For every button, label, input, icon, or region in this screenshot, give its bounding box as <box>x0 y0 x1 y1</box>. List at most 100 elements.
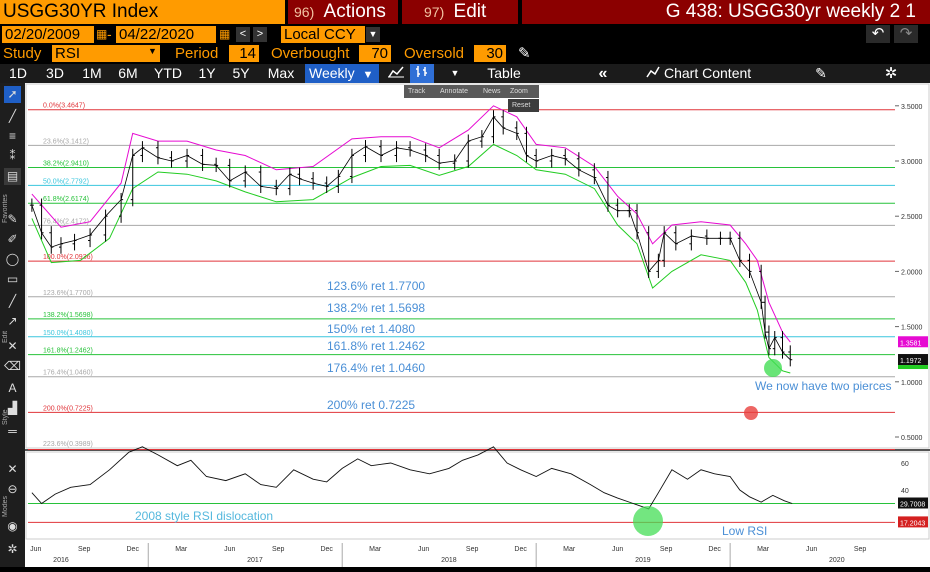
pencil-icon[interactable]: ✎ <box>518 45 531 62</box>
period-6m[interactable]: 6M <box>118 65 138 81</box>
delete-icon[interactable]: ✕ <box>7 339 18 353</box>
period-max[interactable]: Max <box>267 65 295 81</box>
circle-tool-icon[interactable]: ◯ <box>5 252 20 266</box>
font-icon[interactable]: A <box>8 381 17 395</box>
price-panel <box>25 83 930 449</box>
rsi-tick-label: 60 <box>901 461 909 468</box>
line-style-icon[interactable]: ═ <box>8 424 17 438</box>
pointer-icon[interactable]: ➚ <box>4 86 21 103</box>
y-tick-label: 1.0000 <box>901 380 923 387</box>
x-year-label: 2019 <box>635 557 651 564</box>
chart-svg: 0.0%(3.4647) 23.6%(3.1412) 38.2%(2.9410) 50… <box>25 83 930 567</box>
track-button[interactable]: Track <box>408 88 426 95</box>
style-section-label: Style <box>2 409 9 425</box>
fib-level-label: 50.0%(2.7792) <box>43 178 89 185</box>
period-1y[interactable]: 1Y <box>198 65 216 81</box>
chart-content-icon[interactable] <box>645 64 661 83</box>
annotate-button[interactable]: Annotate <box>440 88 469 95</box>
fib-level-label: 61.8%(2.6174) <box>43 196 89 203</box>
line-chart-icon[interactable] <box>385 64 407 83</box>
fibonacci-icon[interactable]: ≡ <box>8 129 16 143</box>
edit-menu[interactable]: 97) Edit <box>402 0 518 24</box>
actions-menu[interactable]: 96) Actions <box>288 0 398 24</box>
arrow-tool-icon[interactable]: ↗ <box>7 314 18 328</box>
overbought-label: Overbought <box>271 45 350 62</box>
chevron-down-icon[interactable]: ▼ <box>450 68 460 78</box>
paint-icon[interactable]: ▟ <box>7 401 18 415</box>
bar-chart-icon[interactable] <box>410 64 434 83</box>
pencil-icon[interactable]: ✎ <box>7 212 18 226</box>
period-1m[interactable]: 1M <box>82 65 102 81</box>
last-value-label: 1.3581 <box>900 340 922 347</box>
collapse-icon[interactable]: « <box>598 65 608 82</box>
drawing-toolbar: ➚ ╱ ≡ ⁑ ▤ Favorites ✎ ✐ ◯ ▭ ╱ ↗ Edit ✕ ⌫… <box>0 83 25 567</box>
oversold-label: Oversold <box>404 45 465 62</box>
period-5y[interactable]: 5Y <box>232 65 250 81</box>
x-month-label: Dec <box>514 546 527 553</box>
chevron-left-icon[interactable]: < <box>236 27 250 42</box>
edit-chart-icon[interactable]: ✎ <box>815 65 827 81</box>
rectangle-tool-icon[interactable]: ▭ <box>6 272 19 286</box>
text-tool-icon[interactable]: ⁑ <box>9 149 16 163</box>
y-tick-label: 3.5000 <box>901 104 923 111</box>
hide-icon[interactable]: ◉ <box>7 519 18 533</box>
x-month-label: Sep <box>272 546 285 553</box>
range-dash: - <box>107 26 112 42</box>
settings-icon[interactable]: ✲ <box>7 542 18 556</box>
start-date-field[interactable]: 02/20/2009 <box>2 26 94 43</box>
oversold-field[interactable]: 30 <box>474 45 506 62</box>
x-month-label: Mar <box>757 546 770 553</box>
line-tool-icon[interactable]: ╱ <box>8 294 17 308</box>
fib-level-label: 150.0%(1.4080) <box>43 330 93 337</box>
last-value-label: 1.1972 <box>900 358 922 365</box>
period-field[interactable]: 14 <box>229 45 259 62</box>
x-month-label: Sep <box>466 546 479 553</box>
chart-toolbar: 1D 3D 1M 6M YTD 1Y 5Y Max Weekly ▼ ▼ Tab… <box>0 64 930 83</box>
overbought-field[interactable]: 70 <box>359 45 391 62</box>
x-month-label: Mar <box>563 546 576 553</box>
frequency-select[interactable]: Weekly ▼ <box>305 64 379 83</box>
redo-icon[interactable]: ↷ <box>894 25 918 43</box>
end-date-field[interactable]: 04/22/2020 <box>116 26 216 43</box>
fib-level-label: 23.6%(3.1412) <box>43 138 89 145</box>
crosshair-icon[interactable]: ✕ <box>7 462 18 476</box>
x-year-label: 2017 <box>247 557 263 564</box>
annotation-rsi-dislocation: 2008 style RSI dislocation <box>135 509 273 523</box>
annotation-icon[interactable]: ▤ <box>4 168 21 185</box>
news-button[interactable]: News <box>483 88 501 95</box>
x-year-label: 2018 <box>441 557 457 564</box>
chevron-down-icon[interactable]: ▼ <box>148 46 157 56</box>
edit-label: Edit <box>453 1 487 22</box>
brush-icon[interactable]: ✐ <box>7 232 18 246</box>
fib-level-label: 0.0%(3.4647) <box>43 103 85 110</box>
y-tick-label: 3.0000 <box>901 159 923 166</box>
x-month-label: Jun <box>418 546 429 553</box>
calendar-icon[interactable]: ▦ <box>96 27 108 41</box>
period-ytd[interactable]: YTD <box>154 65 182 81</box>
x-year-label: 2020 <box>829 557 845 564</box>
zoom-button[interactable]: Zoom <box>510 88 528 95</box>
period-3d[interactable]: 3D <box>46 65 64 81</box>
trendline-icon[interactable]: ╱ <box>8 109 17 123</box>
chart-area[interactable]: 0.0%(3.4647) 23.6%(3.1412) 38.2%(2.9410) 50… <box>25 83 930 567</box>
edit-number: 97) <box>424 4 445 20</box>
gear-icon[interactable]: ✲ <box>884 65 898 82</box>
ticker-field[interactable]: USGG30YR Index <box>0 0 285 24</box>
undo-icon[interactable]: ↶ <box>866 25 890 43</box>
study-select[interactable]: RSI <box>52 45 160 62</box>
calendar-icon[interactable]: ▦ <box>219 27 231 41</box>
chevron-down-icon[interactable]: ▼ <box>366 27 380 42</box>
magnet-icon[interactable]: ⊖ <box>7 482 18 496</box>
chart-content-button[interactable]: Chart Content <box>664 65 752 81</box>
ticker-label: USGG30YR Index <box>3 1 159 22</box>
lower-band-badge <box>898 365 928 370</box>
chevron-down-icon: ▼ <box>362 69 374 81</box>
x-month-label: Sep <box>660 546 673 553</box>
reset-button[interactable]: Reset <box>508 99 539 112</box>
table-button[interactable]: Table <box>487 65 521 81</box>
chevron-right-icon[interactable]: > <box>253 27 267 42</box>
green-highlight-circle <box>764 359 782 377</box>
currency-select[interactable]: Local CCY <box>281 26 365 43</box>
period-1d[interactable]: 1D <box>9 65 27 81</box>
eraser-icon[interactable]: ⌫ <box>4 359 21 373</box>
